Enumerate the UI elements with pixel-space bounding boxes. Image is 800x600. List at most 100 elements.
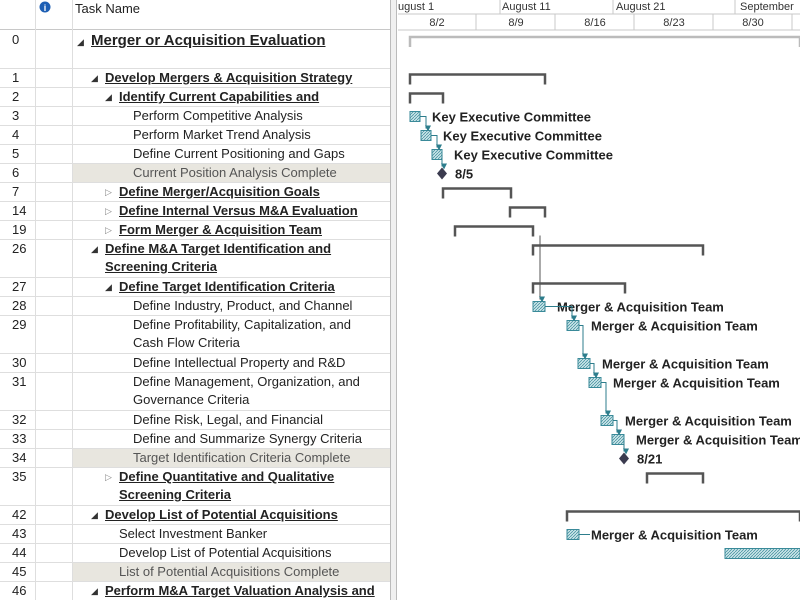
outline-toggle[interactable]: ◢ bbox=[91, 586, 98, 596]
task-bar bbox=[566, 320, 580, 331]
task-bar bbox=[611, 434, 625, 445]
dependency-link bbox=[420, 116, 431, 132]
milestone-marker bbox=[437, 167, 447, 180]
row-divider bbox=[0, 125, 390, 126]
row-divider bbox=[0, 296, 390, 297]
summary-bar bbox=[441, 187, 513, 199]
resource-label: Merger & Acquisition Team bbox=[636, 433, 800, 448]
milestone-row-bg bbox=[73, 449, 390, 468]
task-name[interactable]: Develop List of Potential Acquisitions bbox=[119, 545, 332, 560]
row-divider bbox=[0, 505, 390, 506]
info-icon[interactable]: i bbox=[39, 1, 51, 13]
row-number: 7 bbox=[12, 184, 20, 199]
task-bar bbox=[588, 377, 602, 388]
splitter[interactable] bbox=[390, 0, 397, 600]
task-bar bbox=[600, 415, 614, 426]
summary-bar bbox=[565, 510, 800, 522]
summary-task-name[interactable]: Define Quantitative and Qualitative Scre… bbox=[119, 469, 335, 502]
outline-toggle[interactable]: ◢ bbox=[105, 282, 112, 292]
row-divider bbox=[0, 239, 390, 240]
timescale-label: 8/2 bbox=[429, 17, 444, 29]
task-bar bbox=[431, 149, 443, 160]
resource-label: Merger & Acquisition Team bbox=[625, 414, 792, 429]
summary-bar bbox=[408, 35, 800, 47]
milestone-name[interactable]: Target Identification Criteria Complete bbox=[133, 450, 351, 465]
task-bar bbox=[577, 358, 591, 369]
task-name[interactable]: Select Investment Banker bbox=[119, 526, 268, 541]
outline-toggle[interactable]: ▷ bbox=[105, 225, 112, 235]
svg-text:i: i bbox=[44, 3, 47, 13]
task-bar bbox=[566, 529, 580, 540]
row-number: 6 bbox=[12, 165, 20, 180]
task-bar bbox=[420, 130, 432, 141]
task-name[interactable]: Perform Competitive Analysis bbox=[133, 108, 303, 123]
task-name[interactable]: Define Industry, Product, and Channel bbox=[133, 298, 353, 313]
outline-toggle[interactable]: ▷ bbox=[105, 472, 112, 482]
row-number: 35 bbox=[12, 469, 27, 484]
row-number: 33 bbox=[12, 431, 27, 446]
summary-bar bbox=[453, 225, 535, 237]
row-divider bbox=[0, 144, 390, 145]
summary-task-name[interactable]: Perform M&A Target Valuation Analysis an… bbox=[105, 583, 375, 598]
summary-bar bbox=[531, 244, 705, 256]
summary-task-name[interactable]: Define Target Identification Criteria bbox=[119, 279, 335, 294]
timescale-label: 8/16 bbox=[584, 17, 605, 29]
outline-toggle[interactable]: ▷ bbox=[105, 187, 112, 197]
col-divider bbox=[72, 0, 73, 600]
task-name[interactable]: Define and Summarize Synergy Criteria bbox=[133, 431, 363, 446]
timescale-label: 8/9 bbox=[508, 17, 523, 29]
dependency-link bbox=[601, 382, 611, 417]
outline-toggle[interactable]: ◢ bbox=[91, 244, 98, 254]
task-name[interactable]: Perform Market Trend Analysis bbox=[133, 127, 311, 142]
task-name[interactable]: Define Profitability, Capitalization, an… bbox=[133, 317, 351, 350]
outline-toggle[interactable]: ◢ bbox=[91, 510, 98, 520]
outline-toggle[interactable]: ◢ bbox=[77, 37, 84, 47]
milestone-row-bg bbox=[73, 164, 390, 183]
row-number: 4 bbox=[12, 127, 20, 142]
row-number: 2 bbox=[12, 89, 20, 104]
task-name[interactable]: Define Management, Organization, and Gov… bbox=[133, 374, 360, 407]
dependency-link bbox=[579, 325, 588, 360]
row-divider bbox=[0, 581, 390, 582]
milestone-marker bbox=[619, 452, 629, 465]
outline-toggle[interactable]: ◢ bbox=[91, 73, 98, 83]
row-number: 43 bbox=[12, 526, 27, 541]
row-divider bbox=[0, 163, 390, 164]
timescale-label: 8/23 bbox=[663, 17, 684, 29]
outline-toggle[interactable]: ▷ bbox=[105, 206, 112, 216]
resource-label: Merger & Acquisition Team bbox=[591, 528, 758, 543]
summary-task-name[interactable]: Develop Mergers & Acquisition Strategy bbox=[105, 70, 353, 85]
summary-task-name[interactable]: Define M&A Target Identification and Scr… bbox=[105, 241, 332, 274]
summary-task-name[interactable]: Define Internal Versus M&A Evaluation bbox=[119, 203, 358, 218]
milestone-name[interactable]: List of Potential Acquisitions Complete bbox=[119, 564, 340, 579]
summary-task-name[interactable]: Merger or Acquisition Evaluation bbox=[91, 32, 326, 49]
row-number: 27 bbox=[12, 279, 27, 294]
resource-label: Key Executive Committee bbox=[432, 110, 591, 125]
row-number: 14 bbox=[12, 203, 27, 218]
row-number: 32 bbox=[12, 412, 27, 427]
row-divider bbox=[0, 353, 390, 354]
row-number: 46 bbox=[12, 583, 27, 598]
milestone-name[interactable]: Current Position Analysis Complete bbox=[133, 165, 337, 180]
row-number: 1 bbox=[12, 70, 20, 85]
resource-label: 8/5 bbox=[455, 167, 473, 182]
row-divider bbox=[0, 562, 390, 563]
summary-task-name[interactable]: Develop List of Potential Acquisitions bbox=[105, 507, 338, 522]
summary-task-name[interactable]: Form Merger & Acquisition Team bbox=[119, 222, 322, 237]
row-divider bbox=[0, 429, 390, 430]
summary-task-name[interactable]: Identify Current Capabilities and bbox=[119, 89, 320, 104]
resource-label: Key Executive Committee bbox=[443, 129, 602, 144]
resource-label: Merger & Acquisition Team bbox=[602, 357, 769, 372]
outline-toggle[interactable]: ◢ bbox=[105, 92, 112, 102]
summary-bar bbox=[645, 472, 705, 484]
task-name[interactable]: Define Risk, Legal, and Financial bbox=[133, 412, 324, 427]
row-number: 44 bbox=[12, 545, 27, 560]
summary-task-name[interactable]: Define Merger/Acquisition Goals bbox=[119, 184, 320, 199]
task-name[interactable]: Define Intellectual Property and R&D bbox=[133, 355, 346, 370]
task-name[interactable]: Define Current Positioning and Gaps bbox=[133, 146, 345, 161]
dependency-link bbox=[431, 135, 442, 151]
row-divider bbox=[0, 524, 390, 525]
column-header[interactable]: Task Name bbox=[75, 1, 141, 16]
row-number: 0 bbox=[12, 32, 20, 47]
